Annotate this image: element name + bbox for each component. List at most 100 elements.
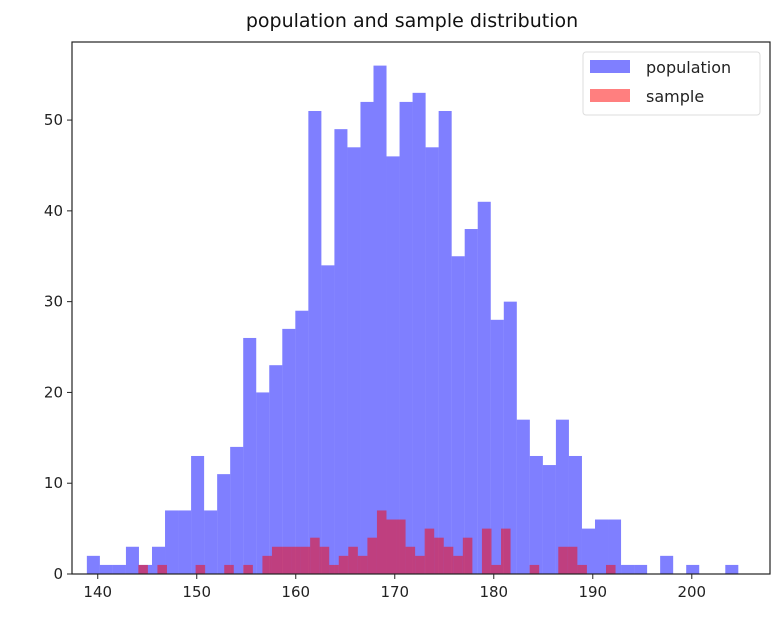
population-bar: [165, 510, 179, 574]
population-bar: [282, 328, 296, 574]
x-tick: 150: [182, 574, 211, 601]
population-bar: [516, 419, 530, 574]
y-tick-label: 30: [44, 293, 63, 311]
sample-bar: [243, 564, 253, 574]
x-tick-label: 150: [182, 583, 211, 601]
y-tick-label: 20: [44, 383, 63, 401]
sample-bar: [481, 528, 492, 574]
population-bar: [594, 519, 609, 574]
population-bar: [295, 310, 309, 574]
chart-title: population and sample distribution: [246, 10, 578, 32]
sample-bar: [396, 519, 406, 574]
sample-bar: [415, 555, 425, 574]
y-tick: 10: [44, 474, 72, 492]
population-bar: [425, 147, 439, 574]
population-bar: [438, 110, 452, 575]
sample-bar: [271, 546, 282, 574]
sample-bar: [376, 510, 387, 574]
population-bar: [217, 474, 231, 574]
x-tick-label: 190: [578, 583, 607, 601]
legend-swatch-population: [590, 60, 630, 73]
population-bar: [568, 455, 582, 574]
sample-bar: [501, 528, 511, 574]
y-tick-label: 50: [44, 111, 63, 129]
population-bar: [373, 65, 387, 574]
sample-bar: [424, 528, 435, 574]
population-bar: [634, 564, 648, 574]
population-bar: [230, 446, 244, 574]
x-tick-label: 200: [677, 583, 706, 601]
population-bar: [621, 564, 635, 574]
sample-bar: [281, 546, 292, 574]
sample-bar: [558, 546, 568, 574]
population-bar: [581, 528, 595, 574]
sample-bar: [348, 546, 358, 574]
sample-bar: [606, 564, 616, 574]
y-tick: 20: [44, 383, 72, 401]
sample-bar: [453, 555, 463, 574]
population-bar: [412, 92, 426, 574]
x-tick-label: 180: [479, 583, 508, 601]
population-bar: [204, 510, 218, 574]
sample-bar: [310, 537, 320, 574]
y-tick: 0: [53, 565, 72, 583]
sample-bar: [329, 564, 339, 574]
population-bar: [555, 419, 569, 574]
legend-label-sample: sample: [646, 87, 704, 106]
y-tick-label: 40: [44, 202, 63, 220]
sample-bar: [262, 555, 272, 574]
sample-bar: [291, 546, 301, 574]
legend-swatch-sample: [590, 89, 630, 102]
legend-label-population: population: [646, 58, 731, 77]
y-tick: 40: [44, 202, 72, 220]
population-bar: [725, 564, 739, 574]
sample-bar: [300, 546, 311, 574]
sample-bar: [405, 546, 416, 574]
population-bar: [112, 564, 126, 574]
y-axis: 0 10 20 30 40 50: [44, 111, 72, 583]
population-bar: [256, 392, 270, 574]
population-bar: [243, 337, 257, 574]
y-tick: 30: [44, 293, 72, 311]
x-tick: 180: [479, 574, 508, 601]
population-bar: [360, 101, 374, 574]
population-bar: [334, 129, 348, 575]
sample-bar: [138, 564, 148, 574]
population-bar: [660, 555, 674, 574]
population-bar: [503, 301, 517, 574]
x-tick: 190: [578, 574, 607, 601]
sample-bar: [367, 537, 377, 574]
sample-bar: [567, 546, 578, 574]
population-bar: [125, 546, 139, 574]
y-tick-label: 10: [44, 474, 63, 492]
population-bar: [464, 229, 478, 574]
population-bar: [321, 265, 335, 574]
plot-frame: [71, 41, 771, 575]
x-tick: 140: [83, 574, 112, 601]
population-bar: [99, 564, 113, 574]
y-tick-label: 0: [53, 565, 63, 583]
sample-bar: [529, 564, 540, 574]
population-bar: [178, 510, 192, 574]
population-bar: [608, 519, 622, 574]
population-bar: [686, 564, 700, 574]
legend: population sample: [582, 51, 761, 116]
x-tick-label: 140: [83, 583, 112, 601]
population-bar: [269, 365, 283, 574]
population-bar: [386, 156, 400, 574]
population-bar: [490, 319, 504, 574]
sample-bar: [357, 555, 368, 574]
sample-bar: [338, 555, 349, 574]
population-bar: [347, 147, 361, 574]
x-tick-label: 170: [380, 583, 409, 601]
population-bar: [542, 465, 556, 574]
sample-bar: [319, 546, 330, 574]
sample-bar: [434, 537, 444, 574]
x-tick-label: 160: [281, 583, 310, 601]
sample-bar: [195, 564, 206, 574]
population-bar: [308, 110, 322, 575]
population-bar: [399, 101, 413, 574]
x-axis: 140 150 160 170 180 190 200: [83, 574, 706, 601]
x-tick: 160: [281, 574, 310, 601]
